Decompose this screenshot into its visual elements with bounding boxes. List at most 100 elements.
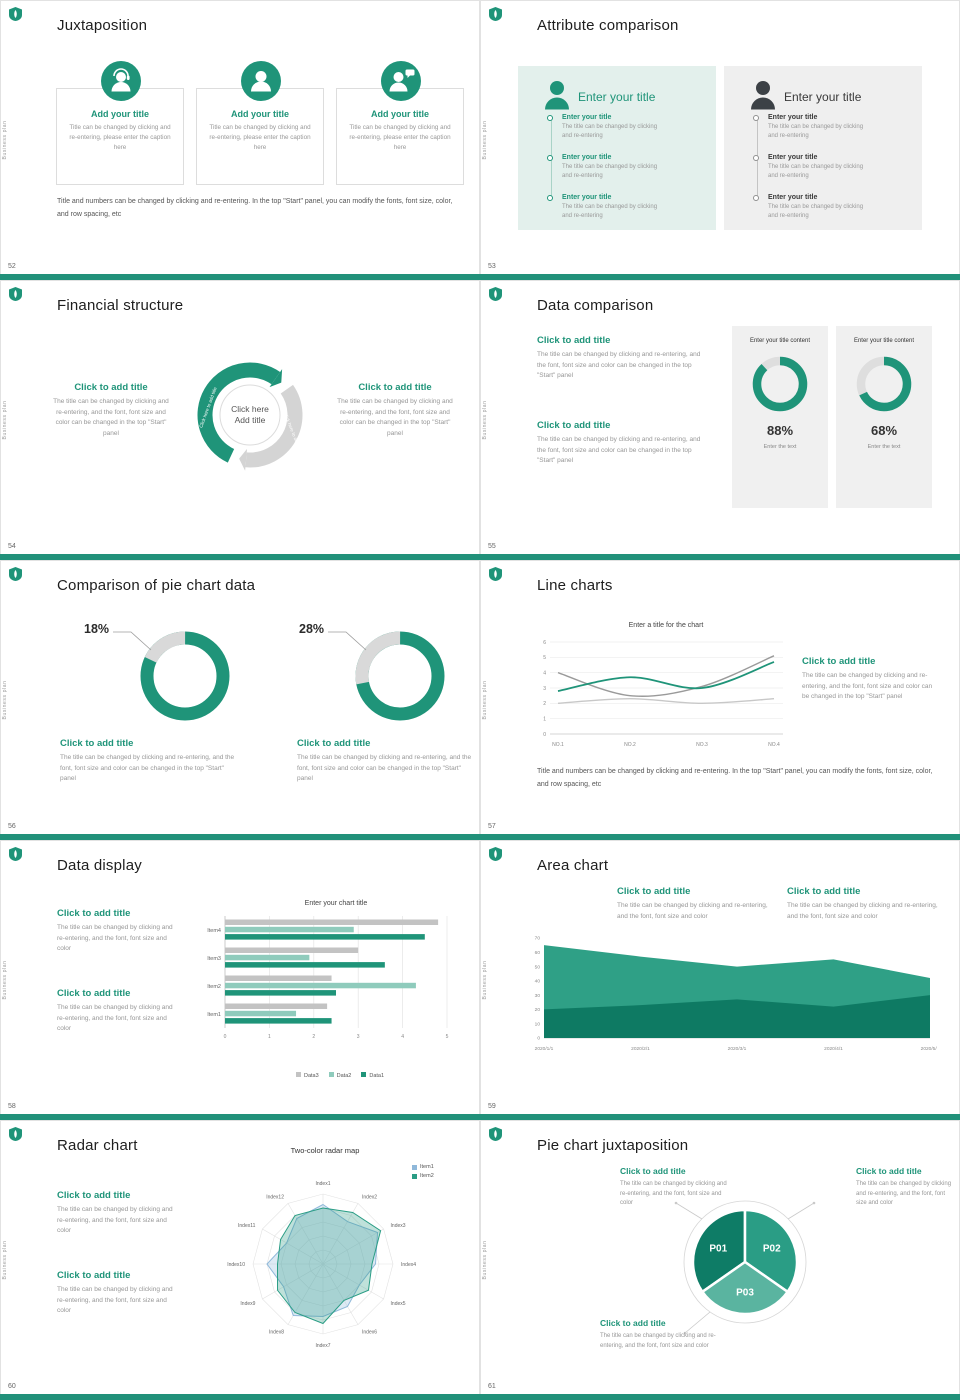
svg-text:Index3: Index3 (391, 1223, 406, 1229)
radar-legend: Item1 Item2 (412, 1164, 434, 1182)
timeline-entry: Enter your title The title can be change… (547, 114, 692, 141)
sidebar-vertical-text: Business plan (2, 120, 8, 160)
slide-title: Area chart (537, 857, 609, 874)
entry-title: Enter your title (562, 194, 612, 201)
svg-text:Index10: Index10 (227, 1262, 245, 1268)
svg-text:Index7: Index7 (315, 1343, 330, 1349)
card-title: Add your title (231, 109, 289, 119)
donut-panel[interactable]: Enter your title content 88% Enter the t… (732, 326, 828, 508)
page-number: 58 (8, 1103, 16, 1110)
percent-callout: 18% (84, 622, 110, 636)
info-card[interactable]: Add your title Title can be changed by c… (336, 61, 464, 185)
block-caption: The title can be changed by clicking and… (57, 1004, 173, 1033)
card-caption: Title can be changed by clicking and re-… (349, 124, 451, 152)
area-chart: 0 10 20 30 40 50 60 70 2020/1/1 2020/2/1 2020/3/1 2… (535, 936, 937, 1052)
timeline-entry: Enter your title The title can be change… (753, 114, 898, 141)
brand-logo-icon (489, 7, 502, 21)
slide-footer-bar (0, 274, 480, 280)
block-caption: The title can be changed by clicking and… (53, 398, 169, 437)
svg-text:NO.2: NO.2 (624, 742, 636, 748)
block-caption: The title can be changed by clicking and… (337, 398, 453, 437)
block-heading: Click to add title (537, 420, 611, 431)
timeline-dot (547, 115, 553, 121)
svg-text:P03: P03 (736, 1288, 754, 1299)
legend-item: Item1 (412, 1164, 434, 1170)
percent-value: 88% (766, 423, 794, 438)
info-card[interactable]: Add your title Title can be changed by c… (56, 61, 184, 185)
timeline-entry: Enter your title The title can be change… (547, 194, 692, 221)
page-number: 59 (488, 1103, 496, 1110)
block-caption: The title can be changed by clicking and… (297, 754, 472, 783)
donut-chart (856, 356, 912, 412)
brand-logo-icon (489, 1127, 502, 1141)
sidebar-vertical-text: Business plan (482, 120, 488, 160)
text-block-top-left: Click to add title The title can be chan… (620, 1166, 732, 1209)
slide-title: Line charts (537, 577, 613, 594)
text-block-left: Click to add title The title can be chan… (52, 382, 170, 439)
info-card[interactable]: Add your title Title can be changed by c… (196, 61, 324, 185)
timeline-dot (753, 115, 759, 121)
timeline-dot (547, 195, 553, 201)
person-headset-icon (101, 61, 141, 101)
sidebar-vertical-text: Business plan (482, 960, 488, 1000)
slide-title: Data comparison (537, 297, 654, 314)
slide-56-pie-comparison[interactable]: Comparison of pie chart data Business pl… (0, 560, 480, 840)
timeline-entry: Enter your title The title can be change… (753, 154, 898, 181)
comparison-panel-left[interactable]: Enter your title Enter your title The ti… (518, 66, 716, 230)
text-block: Click to add title The title can be chan… (787, 886, 939, 922)
page-number: 52 (8, 263, 16, 270)
slide-53-attribute-comparison[interactable]: Attribute comparison Business plan Enter… (480, 0, 960, 280)
svg-text:Index5: Index5 (391, 1301, 406, 1307)
svg-text:2: 2 (543, 701, 546, 707)
svg-text:6: 6 (543, 640, 546, 646)
slide-54-financial-structure[interactable]: Financial structure Business plan Click … (0, 280, 480, 560)
chart-title: Two-color radar map (290, 1146, 360, 1155)
slide-title: Data display (57, 857, 142, 874)
slide-57-line-charts[interactable]: Line charts Business plan Enter a title … (480, 560, 960, 840)
entry-caption: The title can be changed by clicking and… (562, 204, 658, 219)
block-caption: The title can be changed by clicking and… (856, 1181, 952, 1207)
svg-text:1: 1 (543, 716, 546, 722)
block-heading: Click to add title (537, 335, 611, 346)
block-caption: The title can be changed by clicking and… (60, 754, 235, 783)
slide-59-area-chart[interactable]: Area chart Business plan Click to add ti… (480, 840, 960, 1120)
slide-60-radar-chart[interactable]: Radar chart Business plan Click to add t… (0, 1120, 480, 1400)
cycle-center-label: Click here Add title (231, 404, 269, 426)
entry-caption: The title can be changed by clicking and… (768, 204, 864, 219)
panel-footer: Enter the text (867, 444, 901, 450)
block-caption: The title can be changed by clicking and… (617, 902, 768, 920)
svg-text:3: 3 (543, 686, 546, 692)
svg-text:Item2: Item2 (207, 984, 221, 990)
svg-text:2020/2/1: 2020/2/1 (631, 1046, 650, 1052)
svg-text:0: 0 (543, 732, 546, 738)
brand-logo-icon (9, 7, 22, 21)
donut-panel[interactable]: Enter your title content 68% Enter the t… (836, 326, 932, 508)
comparison-panel-right[interactable]: Enter your title Enter your title The ti… (724, 66, 922, 230)
slide-58-data-display[interactable]: Data display Business plan Click to add … (0, 840, 480, 1120)
sidebar-vertical-text: Business plan (2, 680, 8, 720)
timeline-entry: Enter your title The title can be change… (753, 194, 898, 221)
svg-text:2020/3/1: 2020/3/1 (728, 1046, 747, 1052)
svg-text:Index8: Index8 (269, 1330, 284, 1336)
text-block: Click to add title The title can be chan… (537, 420, 705, 467)
pie-chart: P01 P02 P03 (674, 1200, 816, 1335)
timeline-dot (753, 155, 759, 161)
sidebar-vertical-text: Business plan (2, 960, 8, 1000)
slide-52-juxtaposition[interactable]: Juxtaposition Business plan Add your tit… (0, 0, 480, 280)
svg-text:P02: P02 (763, 1244, 781, 1255)
panel-heading: Enter your title (578, 90, 656, 104)
slide-footer-bar (480, 554, 960, 560)
bar-chart-legend: Data3 Data2 Data1 (230, 1072, 450, 1079)
slide-footer-bar (480, 1394, 960, 1400)
card-row: Add your title Title can be changed by c… (56, 61, 464, 185)
slide-61-pie-juxtaposition[interactable]: Pie chart juxtaposition Business plan P0… (480, 1120, 960, 1400)
slide-55-data-comparison[interactable]: Data comparison Business plan Click to a… (480, 280, 960, 560)
panel-footer: Enter the text (763, 444, 797, 450)
page-number: 55 (488, 543, 496, 550)
block-caption: The title can be changed by clicking and… (57, 924, 173, 953)
svg-text:Index9: Index9 (240, 1301, 255, 1307)
entry-title: Enter your title (768, 194, 818, 201)
svg-text:1: 1 (268, 1034, 271, 1040)
block-heading: Click to add title (60, 738, 134, 749)
